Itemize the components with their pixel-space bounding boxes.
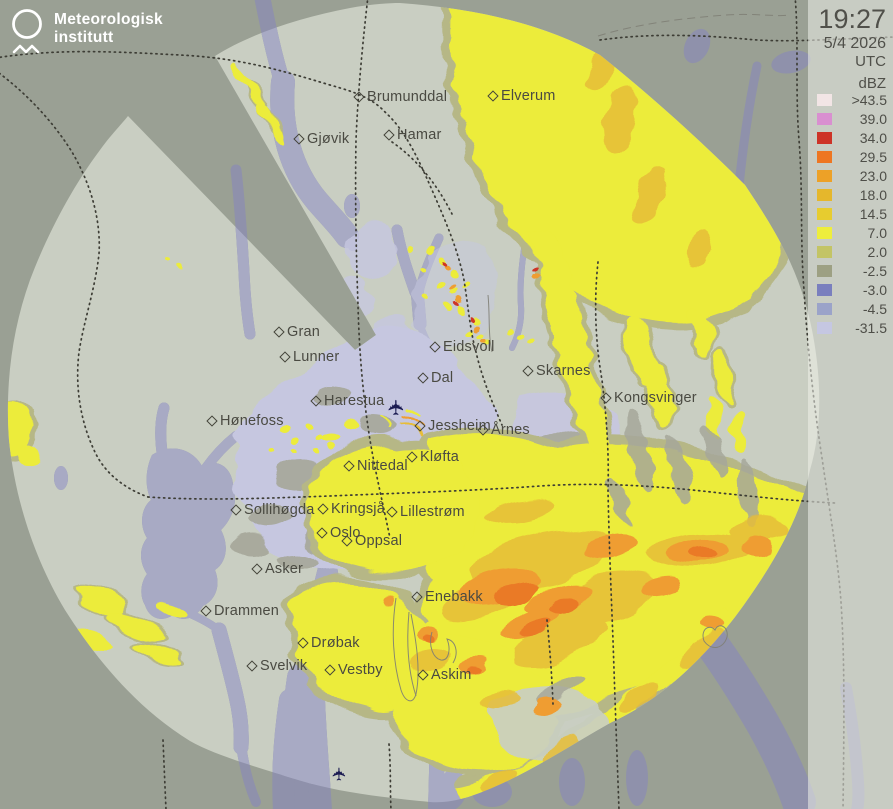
legend-value: 14.5: [859, 205, 887, 222]
legend-swatch: [817, 264, 832, 277]
legend-row: 2.0: [808, 242, 893, 261]
legend-row: 29.5: [808, 147, 893, 166]
legend-row: -4.5: [808, 299, 893, 318]
date-display: 5/4 2026: [823, 35, 886, 52]
legend-swatch: [817, 131, 832, 144]
legend-row: >43.5: [808, 90, 893, 109]
legend-row: 14.5: [808, 204, 893, 223]
legend-value: 29.5: [859, 148, 887, 165]
legend-swatch: [817, 150, 832, 163]
legend-swatch: [817, 207, 832, 220]
legend-swatch: [817, 188, 832, 201]
met-institute-logo: Meteorologisk institutt: [10, 8, 163, 58]
legend-row: 34.0: [808, 128, 893, 147]
legend-value: >43.5: [851, 91, 887, 108]
timezone-label: UTC: [855, 53, 886, 70]
legend-swatch: [817, 245, 832, 258]
municipal-borders: [392, 13, 791, 702]
legend-value: -31.5: [855, 319, 887, 336]
precipitation-layer: [7, 3, 820, 803]
legend-value: 7.0: [867, 224, 887, 241]
legend-swatch: [817, 321, 832, 334]
legend-value: -2.5: [862, 262, 887, 279]
legend-value: 23.0: [859, 167, 887, 184]
clock-block: 19:27 5/4 2026 UTC dBZ: [808, 0, 893, 93]
legend-row: -3.0: [808, 280, 893, 299]
legend-value: 34.0: [859, 129, 887, 146]
legend-swatch: [817, 93, 832, 106]
legend-value: 2.0: [867, 243, 887, 260]
legend-row: -2.5: [808, 261, 893, 280]
logo-text-line2: institutt: [54, 29, 114, 46]
legend-unit-label: dBZ: [858, 75, 886, 92]
legend-row: 39.0: [808, 109, 893, 128]
legend-row: 23.0: [808, 166, 893, 185]
legend-value: -4.5: [862, 300, 887, 317]
legend-panel: 19:27 5/4 2026 UTC dBZ >43.5 39.0 34.0 29.5…: [808, 0, 893, 809]
legend-swatch: [817, 226, 832, 239]
legend-value: 18.0: [859, 186, 887, 203]
time-display: 19:27: [818, 4, 886, 34]
legend-value: -3.0: [862, 281, 887, 298]
met-logo-icon: [12, 9, 42, 54]
legend-row: 18.0: [808, 185, 893, 204]
logo-text-line1: Meteorologisk: [54, 11, 163, 28]
legend-row: -31.5: [808, 318, 893, 337]
legend-swatch: [817, 302, 832, 315]
legend-swatch: [817, 283, 832, 296]
legend-scale: >43.5 39.0 34.0 29.5 23.0 18.0 14.5 7.0 2.0 -2.5 -…: [808, 90, 893, 337]
legend-swatch: [817, 169, 832, 182]
legend-value: 39.0: [859, 110, 887, 127]
legend-swatch: [817, 112, 832, 125]
legend-row: 7.0: [808, 223, 893, 242]
